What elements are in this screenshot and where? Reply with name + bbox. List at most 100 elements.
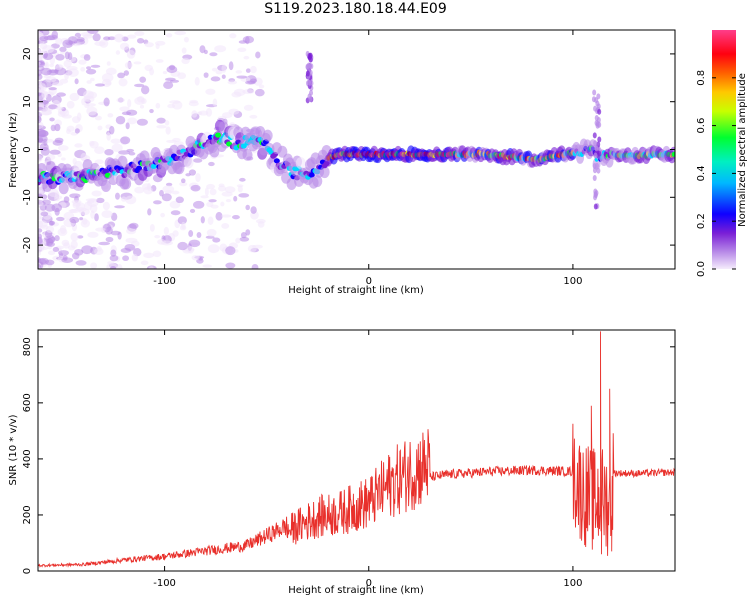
spectrogram-noise-blob xyxy=(229,33,237,39)
spectrogram-noise-blob xyxy=(155,59,164,63)
spectrogram-noise-blob xyxy=(121,111,132,116)
spectrogram-noise-blob xyxy=(46,241,56,247)
spectrogram-streak-blob xyxy=(593,203,598,210)
spectrogram-ridge-halo xyxy=(58,182,69,195)
spectrogram-noise-blob xyxy=(198,110,209,116)
spectrogram-noise-blob xyxy=(161,193,172,202)
spectrogram-noise-blob xyxy=(95,227,106,232)
spectrogram-noise-blob xyxy=(38,73,43,81)
snr-xtick-label: -100 xyxy=(153,578,176,589)
spectrogram-noise-blob xyxy=(105,81,112,86)
spectrogram-noise-blob xyxy=(254,88,265,97)
spectrogram-noise-blob xyxy=(221,74,226,79)
spectrogram-noise-blob xyxy=(139,76,147,83)
spectrogram-noise-blob xyxy=(190,184,201,192)
spectrogram-noise-blob xyxy=(221,214,232,218)
spectrogram-noise-blob xyxy=(165,182,173,187)
spectrogram-noise-blob xyxy=(72,202,82,207)
spectrogram-noise-blob xyxy=(120,196,127,202)
spectrogram-noise-blob xyxy=(250,65,257,74)
spectrogram-noise-blob xyxy=(70,240,78,249)
spectrogram-noise-blob xyxy=(58,250,69,256)
spectrogram-noise-blob xyxy=(117,72,125,79)
spectrogram-noise-blob xyxy=(94,247,104,256)
spectrogram-noise-blob xyxy=(66,125,75,132)
spectrogram-noise-blob xyxy=(188,169,197,176)
spectrogram-noise-blob xyxy=(177,216,187,225)
spectrogram-noise-blob xyxy=(237,47,247,52)
colorbar-label: Normalized spectral amplitude xyxy=(737,73,748,227)
spectrogram-streak-blob xyxy=(592,89,597,96)
spectrogram-noise-blob xyxy=(202,264,212,268)
colorbar-tick-label: 0.4 xyxy=(696,165,707,181)
spectrogram-noise-blob xyxy=(191,255,200,261)
spectrogram-noise-blob xyxy=(49,220,56,226)
snr-ytick-label: 400 xyxy=(22,449,33,468)
spectrogram-noise-blob xyxy=(85,68,97,75)
spectrogram-noise-blob xyxy=(56,92,66,97)
spectrogram-noise-blob xyxy=(46,154,56,161)
spectrogram-noise-blob xyxy=(136,37,145,44)
spectrogram-noise-blob xyxy=(212,98,218,107)
spectrogram-noise-blob xyxy=(110,230,121,236)
spectrogram-noise-blob xyxy=(105,67,117,75)
spectrogram-noise-blob xyxy=(38,200,44,207)
spectrogram-noise-blob xyxy=(51,82,64,86)
spectrogram-noise-blob xyxy=(136,118,148,126)
spectrogram-ytick-label: 20 xyxy=(22,48,33,61)
spectrogram-ridge-halo xyxy=(168,144,179,157)
spectrogram-noise-blob xyxy=(149,109,154,114)
spectrogram-noise-blob xyxy=(247,244,257,253)
spectrogram-noise-blob xyxy=(205,108,213,117)
spectrogram-noise-blob xyxy=(134,83,145,88)
spectrogram-ridge-blob xyxy=(150,163,157,169)
colorbar-tick-label: 0.6 xyxy=(696,118,707,134)
snr-ytick-label: 800 xyxy=(22,337,33,356)
spectrogram-noise-blob xyxy=(103,97,110,107)
spectrogram-noise-blob xyxy=(250,206,257,214)
spectrogram-streak-blob xyxy=(593,140,598,147)
spectrogram-noise-blob xyxy=(49,149,61,155)
spectrogram-ridge-blob xyxy=(671,151,675,157)
spectrogram-noise-blob xyxy=(257,221,265,228)
spectrogram-noise-blob xyxy=(218,185,227,192)
spectrogram-noise-blob xyxy=(38,227,43,233)
spectrogram-noise-blob xyxy=(118,150,131,155)
spectrogram-ylabel: Frequency (Hz) xyxy=(8,112,19,188)
spectrogram-noise-blob xyxy=(212,237,221,243)
spectrogram-noise-blob xyxy=(48,87,57,91)
spectrogram-streak-blob xyxy=(593,152,598,159)
spectrogram-noise-blob xyxy=(133,61,142,65)
spectrogram-noise-blob xyxy=(41,90,49,99)
spectrogram-noise-blob xyxy=(107,36,116,41)
spectrogram-noise-blob xyxy=(124,61,133,69)
spectrogram-noise-blob xyxy=(59,46,67,53)
spectrogram-noise-blob xyxy=(179,181,188,187)
spectrogram-noise-blob xyxy=(206,228,217,237)
spectrogram-noise-blob xyxy=(55,106,64,110)
spectrogram-noise-blob xyxy=(148,266,154,269)
spectrogram-noise-blob xyxy=(106,61,111,66)
spectrogram-noise-blob xyxy=(38,115,42,124)
spectrogram-noise-blob xyxy=(45,76,57,83)
spectrogram-noise-blob xyxy=(170,210,181,216)
spectrogram-streak-blob xyxy=(593,105,598,112)
spectrogram-ridge-blob xyxy=(308,172,315,178)
spectrogram-noise-blob xyxy=(205,88,216,95)
spectrogram-noise-blob xyxy=(90,77,95,82)
spectrogram-noise-blob xyxy=(225,246,236,256)
spectrogram-streak-blob xyxy=(307,52,312,59)
spectrogram-noise-blob xyxy=(97,125,103,131)
spectrogram-noise-blob xyxy=(203,49,208,55)
spectrogram-streak-blob xyxy=(594,119,599,126)
spectrogram-noise-blob xyxy=(114,205,125,209)
snr-series-line xyxy=(38,331,675,568)
spectrogram-xtick-label: 100 xyxy=(563,276,582,287)
snr-xlabel: Height of straight line (km) xyxy=(288,585,424,596)
spectrogram-ridge-halo xyxy=(262,129,273,142)
spectrogram-ridge-halo xyxy=(319,166,330,179)
spectrogram-ridge-halo xyxy=(242,148,253,161)
spectrogram-noise-blob xyxy=(54,197,60,202)
spectrogram-ridge-blob xyxy=(273,158,280,164)
spectrogram-noise-blob xyxy=(101,210,113,218)
